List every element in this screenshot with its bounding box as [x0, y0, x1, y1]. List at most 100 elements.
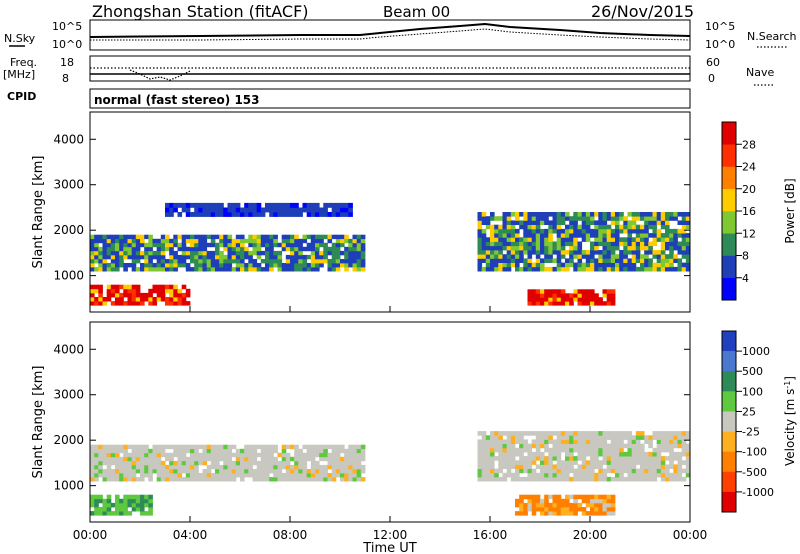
velocity-cell [160, 460, 166, 466]
power-cell [544, 245, 549, 251]
velocity-cell [148, 448, 153, 454]
power-cell [152, 301, 158, 306]
velocity-cell [281, 477, 287, 482]
velocity-cell [169, 456, 174, 462]
velocity-cell [648, 456, 653, 461]
velocity-cell [106, 502, 112, 508]
velocity-cell [302, 473, 308, 478]
power-cell [477, 224, 483, 230]
velocity-cell [585, 468, 591, 474]
power-cell [190, 234, 195, 240]
power-cell [169, 267, 174, 272]
power-cell [119, 301, 124, 306]
power-cell [660, 262, 666, 268]
velocity-cell [644, 476, 649, 482]
velocity-cell [606, 451, 612, 457]
velocity-cell [215, 477, 220, 482]
power-cell [681, 228, 687, 234]
power-cell [110, 238, 116, 244]
power-cell [140, 250, 145, 256]
velocity-cell [194, 448, 199, 454]
velocity-cell [581, 431, 587, 436]
velocity-cell [265, 473, 270, 478]
power-cell [98, 301, 103, 306]
power-cell [148, 259, 153, 264]
velocity-cell [565, 476, 570, 482]
velocity-cell [106, 452, 112, 458]
power-cell [315, 212, 320, 217]
velocity-cell [656, 451, 662, 457]
velocity-cell [656, 464, 662, 469]
power-cell [173, 238, 178, 244]
power-cell [248, 267, 253, 272]
power-cell [506, 220, 512, 225]
velocity-cell [290, 444, 295, 450]
velocity-cell [552, 468, 558, 474]
power-cell [90, 259, 95, 264]
power-cell [260, 234, 266, 240]
power-cell [98, 297, 103, 302]
power-cell [290, 250, 295, 256]
velocity-cell [131, 498, 137, 504]
power-cell [544, 212, 549, 217]
velocity-cell [644, 456, 649, 461]
power-cell [102, 297, 108, 302]
velocity-cell [256, 464, 262, 470]
power-cell [260, 242, 266, 248]
power-cell [323, 254, 328, 260]
velocity-cell [319, 448, 324, 454]
power-cell [119, 284, 124, 290]
power-cell [215, 259, 220, 264]
power-cell [90, 234, 95, 240]
velocity-cell [181, 444, 187, 450]
velocity-cell [115, 464, 120, 470]
power-cell [598, 220, 603, 225]
velocity-cell [315, 464, 320, 470]
power-cell [531, 293, 537, 298]
power-cell [481, 241, 487, 247]
velocity-cell [227, 460, 233, 466]
power-cell [135, 267, 141, 272]
power-cell [244, 202, 249, 208]
velocity-cell [548, 507, 553, 512]
power-cell [90, 250, 95, 256]
power-cell [215, 242, 220, 248]
velocity-cell [160, 477, 166, 482]
power-cell [198, 267, 203, 272]
power-cell [277, 207, 283, 213]
power-cell [265, 207, 270, 213]
velocity-cell [494, 456, 499, 461]
power-cell [602, 224, 608, 230]
power-cell [269, 207, 274, 213]
velocity-cell [190, 473, 195, 478]
power-cell [581, 289, 587, 294]
velocity-cell [177, 477, 183, 482]
power-cell [210, 254, 216, 260]
power-cell [123, 250, 128, 256]
velocity-cell [673, 451, 678, 457]
power-cell [648, 212, 653, 217]
velocity-cell [673, 472, 678, 478]
velocity-cell [198, 452, 203, 458]
velocity-cell [256, 460, 262, 466]
velocity-cell [610, 447, 616, 453]
power-cell [190, 242, 195, 248]
power-cell [531, 216, 537, 221]
velocity-cell [160, 469, 166, 474]
power-cell [306, 202, 312, 208]
velocity-cell [490, 447, 495, 453]
power-cell [202, 212, 208, 217]
velocity-cell [602, 460, 608, 465]
power-cell [665, 237, 670, 242]
power-cell [573, 245, 578, 251]
power-cell [510, 228, 516, 234]
velocity-cell [619, 447, 624, 453]
power-cell [598, 212, 603, 217]
velocity-cell [598, 472, 603, 478]
power-cell [656, 258, 662, 263]
velocity-cell [481, 472, 487, 478]
power-cell [569, 233, 574, 238]
power-cell [144, 259, 149, 264]
power-cell [523, 233, 528, 238]
power-cell [215, 267, 220, 272]
